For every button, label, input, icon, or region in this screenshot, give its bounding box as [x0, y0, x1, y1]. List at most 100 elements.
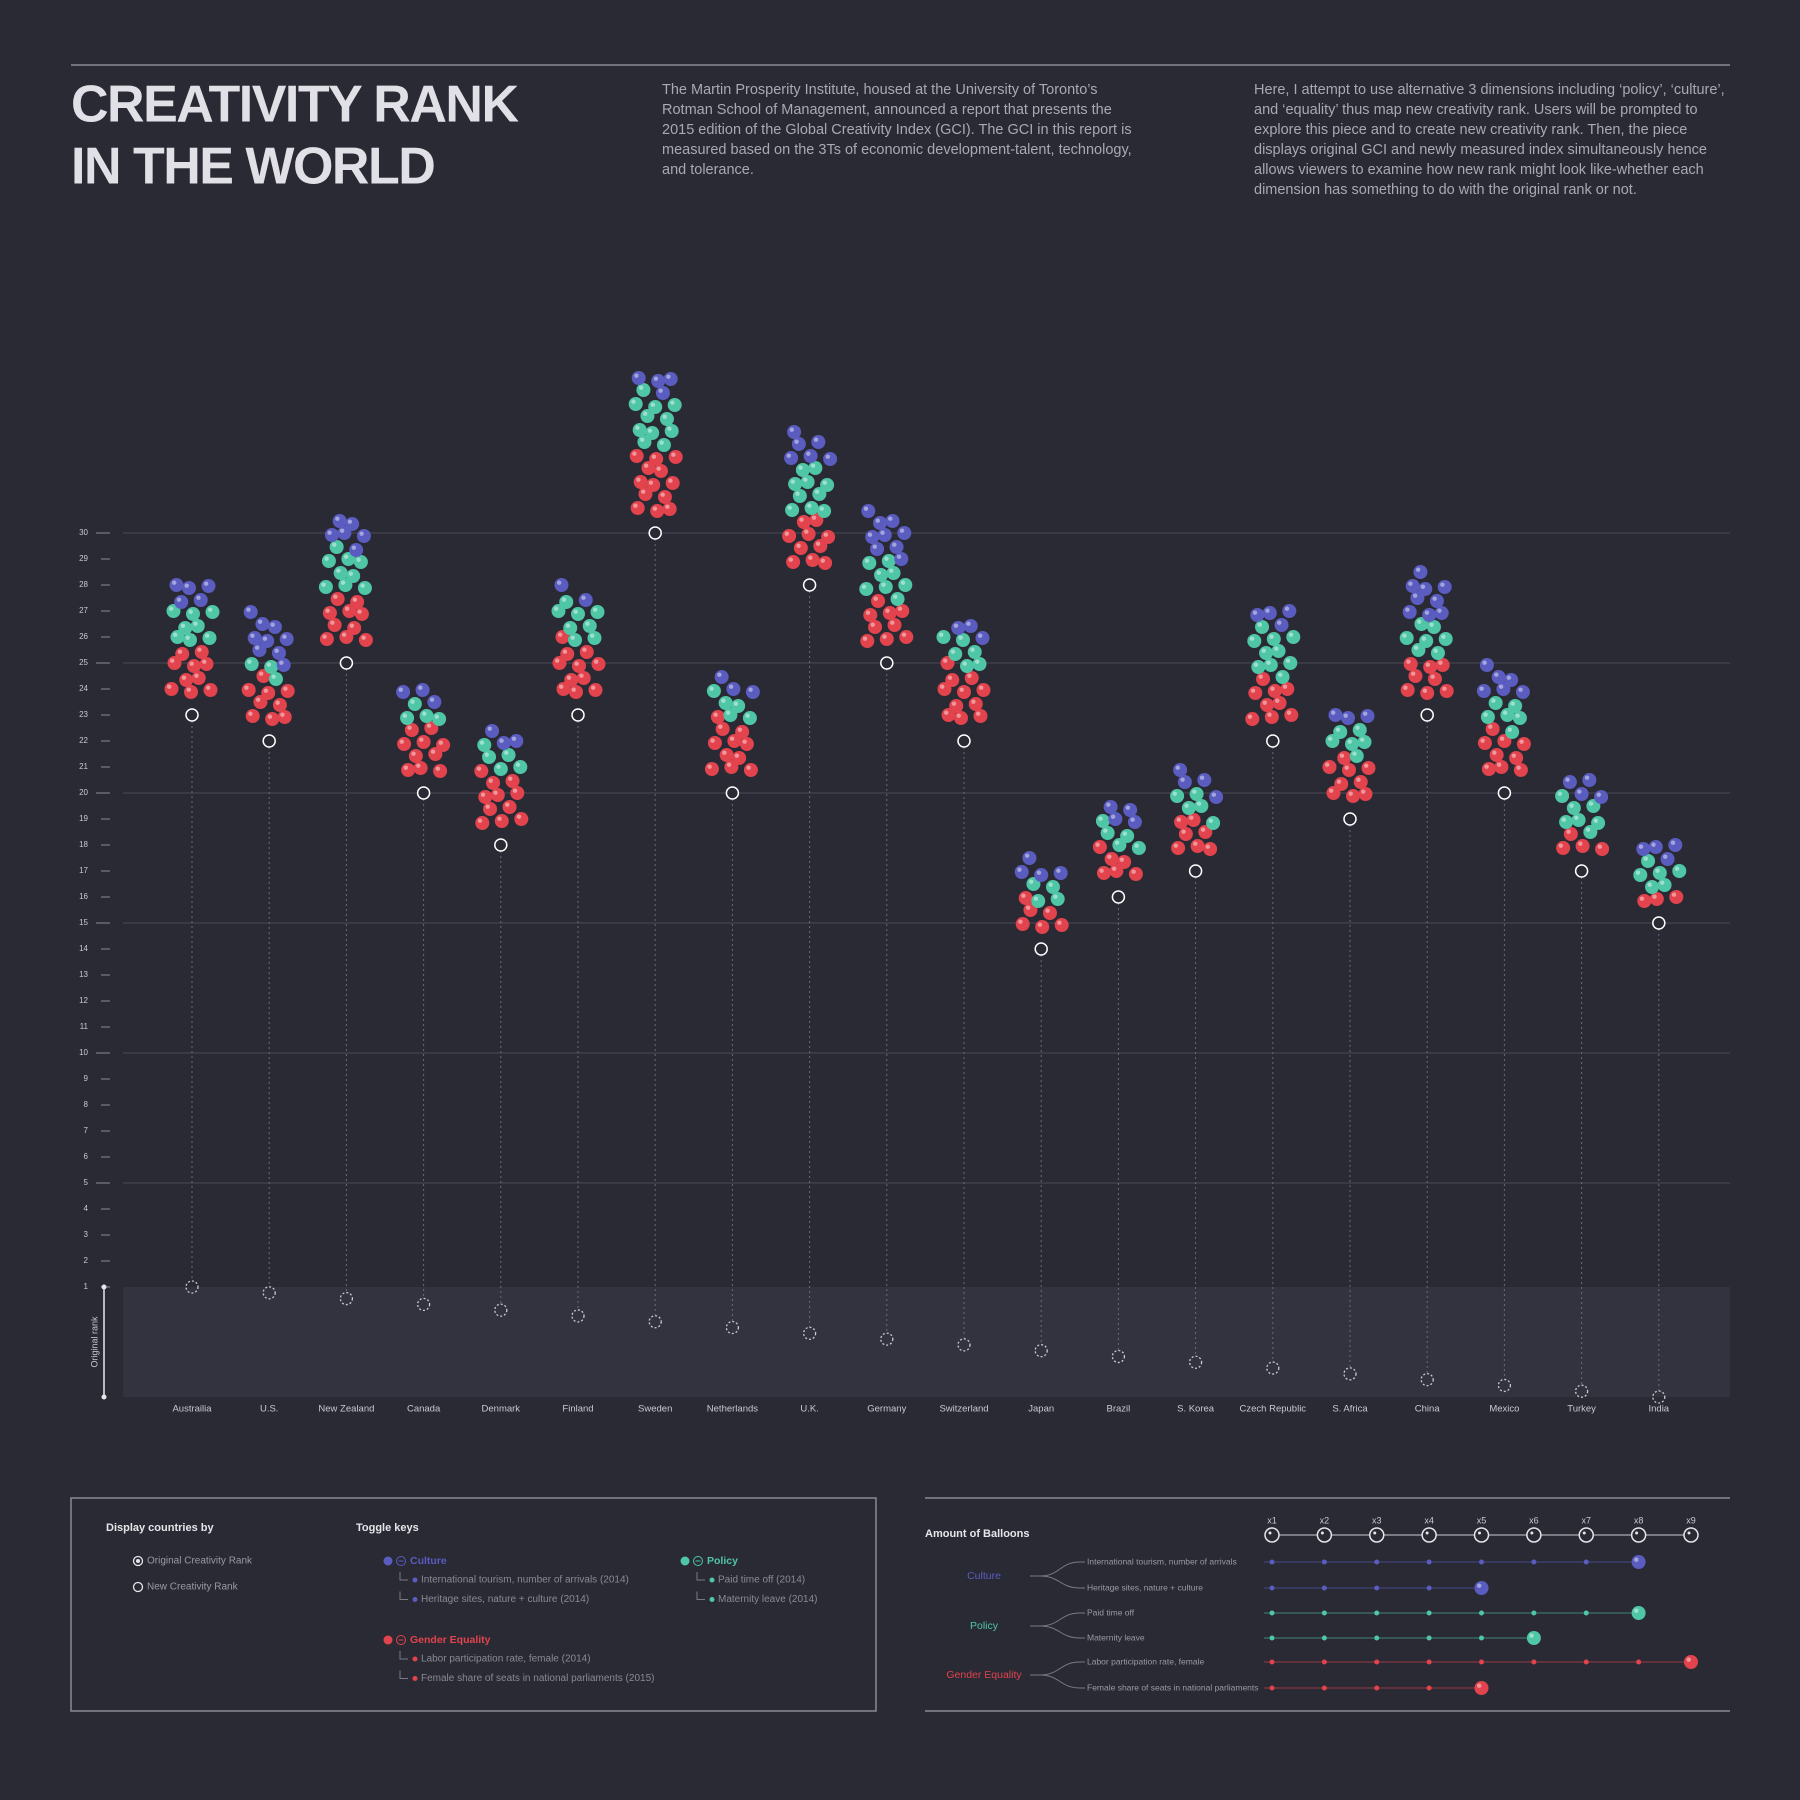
- balloon-highlight: [1408, 581, 1413, 586]
- balloon-highlight: [1674, 866, 1680, 871]
- balloon: [1594, 790, 1609, 804]
- balloon-highlight: [1270, 686, 1275, 691]
- balloon-highlight: [1021, 893, 1026, 898]
- y-tick-label: 17: [79, 866, 88, 875]
- balloon-highlight: [795, 491, 800, 496]
- balloon: [582, 619, 597, 633]
- balloon: [1403, 657, 1418, 671]
- balloon: [820, 478, 835, 492]
- balloon-highlight: [1424, 610, 1430, 615]
- balloon: [1171, 841, 1186, 855]
- balloon-highlight: [640, 489, 646, 494]
- balloon-highlight: [978, 633, 983, 638]
- balloon-highlight: [348, 571, 354, 576]
- balloon: [784, 451, 799, 465]
- balloon: [267, 620, 282, 634]
- balloon: [860, 634, 875, 648]
- scale-marker: [1264, 1527, 1280, 1543]
- balloon-highlight: [515, 762, 521, 767]
- balloon: [881, 554, 896, 568]
- balloon: [478, 790, 493, 804]
- scale-label: x8: [1634, 1515, 1644, 1525]
- balloon-highlight: [951, 701, 957, 706]
- balloon: [951, 621, 966, 635]
- scale-label: x7: [1581, 1515, 1591, 1525]
- balloon: [277, 710, 292, 724]
- radio-label[interactable]: Original Creativity Rank: [147, 1556, 253, 1567]
- balloon: [1555, 789, 1570, 803]
- balloon: [889, 540, 904, 554]
- balloon: [877, 528, 892, 542]
- balloon-highlight: [1331, 710, 1336, 715]
- indicator-label[interactable]: Female share of seats in national parlia…: [421, 1673, 654, 1684]
- radio[interactable]: [132, 1555, 144, 1567]
- indicator-dot: [412, 1577, 418, 1583]
- balloon-highlight: [893, 594, 898, 599]
- balloon-highlight: [944, 710, 949, 715]
- indicator-label[interactable]: International tourism, number of arrival…: [421, 1575, 629, 1586]
- balloon-highlight: [1510, 701, 1516, 706]
- toggle-swatch[interactable]: [383, 1556, 393, 1566]
- balloon-highlight: [722, 750, 727, 755]
- balloon: [1260, 698, 1275, 712]
- toggle-swatch[interactable]: [680, 1556, 690, 1566]
- balloon-highlight: [1639, 896, 1645, 901]
- toggle-swatch[interactable]: [383, 1635, 393, 1645]
- toggle-label[interactable]: Culture: [410, 1555, 447, 1567]
- balloon: [1280, 682, 1295, 696]
- balloon: [782, 529, 797, 543]
- balloon: [1352, 723, 1367, 737]
- balloon: [485, 724, 500, 738]
- balloon: [358, 633, 373, 647]
- balloon-highlight: [484, 752, 489, 757]
- balloon: [496, 736, 511, 750]
- balloon: [502, 800, 517, 814]
- balloon-highlight: [1193, 841, 1198, 846]
- balloon-highlight: [890, 620, 895, 625]
- multiplier-step: [1269, 1559, 1275, 1565]
- multiplier-step: [1426, 1635, 1432, 1641]
- balloon-highlight: [636, 477, 641, 482]
- toggle-label[interactable]: Gender Equality: [410, 1634, 491, 1646]
- balloon: [743, 763, 758, 777]
- balloon: [1399, 631, 1414, 645]
- balloon-highlight: [875, 518, 880, 523]
- balloon: [571, 607, 585, 621]
- balloon-highlight: [1098, 816, 1103, 821]
- scale-label: x9: [1686, 1515, 1696, 1525]
- balloon-highlight: [570, 635, 575, 640]
- indicator-label[interactable]: Maternity leave (2014): [718, 1594, 818, 1605]
- balloon: [651, 374, 666, 388]
- balloon: [576, 671, 591, 685]
- balloon-highlight: [956, 713, 961, 718]
- y-tick-label: 22: [79, 736, 88, 745]
- balloon-highlight: [1130, 817, 1135, 822]
- indicator-label[interactable]: Paid time off (2014): [718, 1575, 805, 1586]
- balloon: [1054, 918, 1069, 932]
- country-label: U.S.: [260, 1404, 278, 1415]
- balloon: [1266, 632, 1281, 646]
- balloon-highlight: [339, 528, 345, 533]
- balloon: [1491, 670, 1506, 684]
- y-tick-label: 2: [84, 1256, 89, 1265]
- balloon-highlight: [1498, 684, 1504, 689]
- multiplier-step: [1269, 1659, 1275, 1665]
- radio[interactable]: [132, 1581, 144, 1593]
- balloon-highlight: [173, 632, 178, 637]
- balloon-highlight: [861, 584, 867, 589]
- balloon-highlight: [434, 714, 439, 719]
- balloon: [956, 633, 970, 647]
- balloon-highlight: [788, 557, 793, 562]
- balloon-highlight: [656, 466, 661, 471]
- balloon-highlight: [873, 596, 878, 601]
- balloon-highlight: [1494, 672, 1499, 677]
- balloon-highlight: [658, 388, 663, 393]
- radio-label[interactable]: New Creativity Rank: [147, 1582, 239, 1593]
- indicator-label[interactable]: Heritage sites, nature + culture (2014): [421, 1594, 589, 1605]
- toggle-label[interactable]: Policy: [707, 1555, 738, 1567]
- original-rank-marker: [802, 1326, 817, 1340]
- multiplier-step: [1269, 1685, 1275, 1691]
- balloon: [963, 619, 978, 633]
- controls-box: [70, 1497, 877, 1712]
- indicator-label[interactable]: Labor participation rate, female (2014): [421, 1654, 591, 1665]
